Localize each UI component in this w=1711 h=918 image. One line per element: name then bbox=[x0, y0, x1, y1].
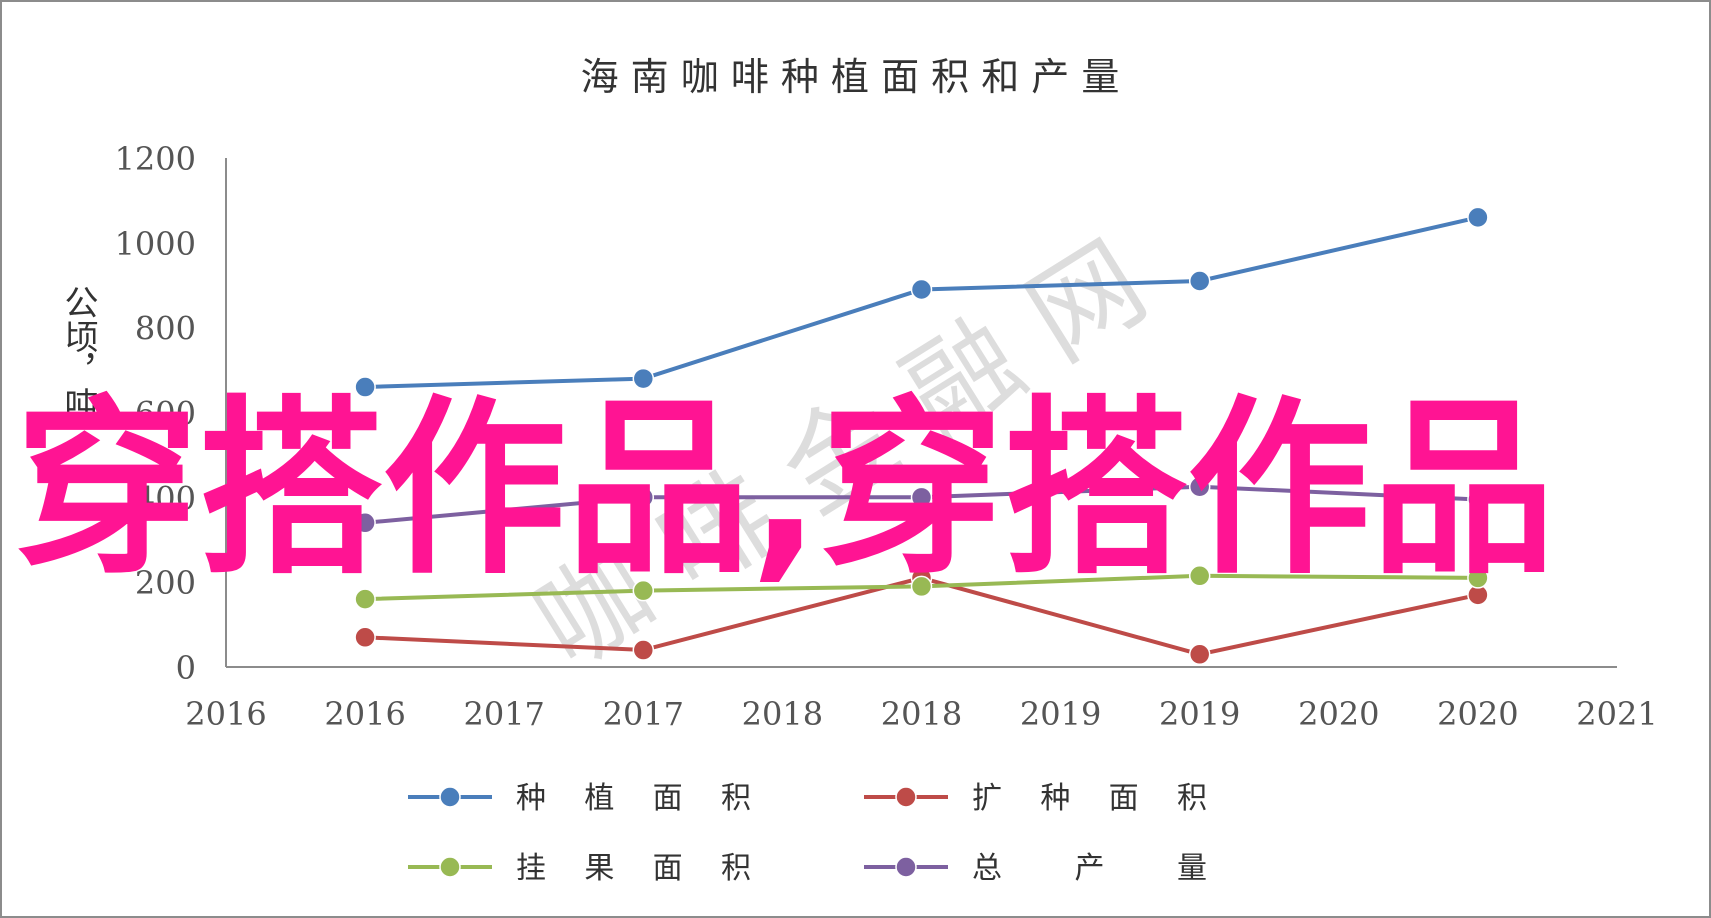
x-tick-label: 2020 bbox=[1298, 695, 1379, 733]
series-point bbox=[1188, 475, 1211, 498]
series-point bbox=[1188, 565, 1211, 587]
x-tick-label: 2016 bbox=[185, 695, 266, 733]
x-tick-label: 2020 bbox=[1437, 695, 1518, 733]
series-point bbox=[632, 367, 655, 390]
x-tick-label: 2016 bbox=[324, 695, 405, 733]
overlay-watermark-text: 穿搭作品,穿搭作品 bbox=[15, 379, 1555, 600]
series-point bbox=[1467, 206, 1489, 229]
x-tick-label: 2017 bbox=[603, 695, 684, 733]
series-point bbox=[910, 575, 933, 598]
y-tick-label: 0 bbox=[176, 649, 196, 687]
legend-swatch-marker bbox=[439, 856, 461, 878]
legend-swatch-marker bbox=[895, 786, 917, 808]
series-point bbox=[354, 588, 376, 610]
series-point bbox=[354, 376, 376, 398]
series-point bbox=[1467, 567, 1489, 589]
series-point bbox=[910, 278, 933, 301]
x-axis-ticks: 2016 2016 2017 2017 2018 2018 2019 2019 2020 2020… bbox=[185, 695, 1657, 733]
x-tick-label: 2019 bbox=[1020, 695, 1101, 733]
x-tick-label: 2018 bbox=[742, 695, 823, 733]
series-point bbox=[632, 639, 655, 661]
legend-swatch-marker bbox=[439, 786, 461, 808]
x-tick-label: 2017 bbox=[463, 695, 544, 733]
x-tick-label: 2019 bbox=[1159, 695, 1240, 733]
series-point bbox=[354, 512, 376, 534]
chart-title: 海 南 咖 啡 种 植 面 积 和 产 量 bbox=[581, 55, 1120, 99]
x-tick-label: 2021 bbox=[1576, 695, 1657, 733]
y-tick-label: 400 bbox=[135, 479, 196, 517]
series-point bbox=[632, 579, 655, 602]
y-axis-ticks: 0 200 400 600 800 1000 1200 bbox=[115, 140, 196, 687]
series-point bbox=[1467, 488, 1489, 511]
y-axis-label: 公顷，吨 bbox=[58, 285, 98, 421]
series-point bbox=[1188, 643, 1211, 666]
series-point bbox=[1188, 270, 1211, 292]
series-point bbox=[632, 486, 655, 509]
y-tick-label: 800 bbox=[135, 310, 196, 348]
series-layer bbox=[354, 206, 1489, 666]
y-tick-label: 1200 bbox=[115, 140, 196, 178]
legend-swatch-marker bbox=[895, 856, 917, 878]
y-tick-label: 600 bbox=[135, 395, 196, 433]
y-tick-label: 1000 bbox=[115, 225, 196, 263]
series-point bbox=[910, 486, 933, 509]
x-tick-label: 2018 bbox=[881, 695, 962, 733]
series-point bbox=[354, 626, 376, 649]
y-tick-label: 200 bbox=[135, 564, 196, 602]
